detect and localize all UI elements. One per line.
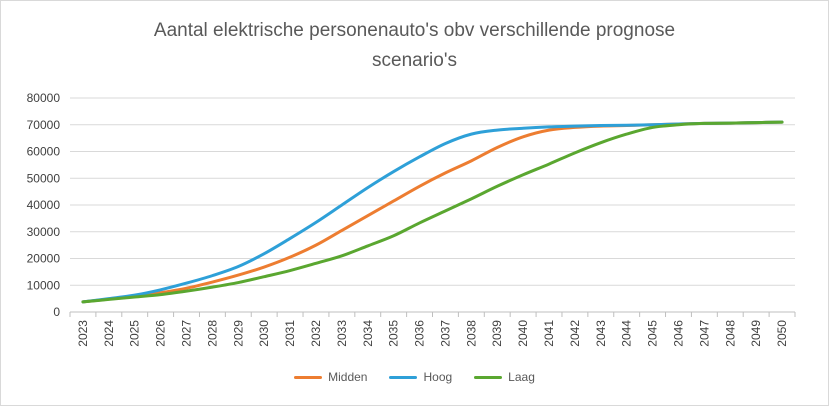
x-tick-label: 2043 xyxy=(594,320,608,347)
x-tick-label: 2038 xyxy=(464,320,478,347)
y-tick-label: 20000 xyxy=(27,252,61,266)
series-lines xyxy=(81,120,784,304)
y-tick-label: 80000 xyxy=(27,91,61,105)
y-tick-label: 40000 xyxy=(27,198,61,212)
y-tick-label: 50000 xyxy=(27,171,61,185)
x-tick-label: 2031 xyxy=(283,320,297,347)
gridlines xyxy=(70,97,795,313)
series-line-laag xyxy=(81,120,784,304)
y-tick-label: 0 xyxy=(53,305,60,319)
x-tick-label: 2030 xyxy=(257,320,271,347)
x-tick-label: 2026 xyxy=(154,320,168,347)
x-tick-label: 2025 xyxy=(128,320,142,347)
x-tick-label: 2048 xyxy=(723,320,737,347)
legend-item-midden: Midden xyxy=(294,370,367,384)
x-tick-label: 2024 xyxy=(102,320,116,347)
x-tick-label: 2028 xyxy=(205,320,219,347)
series-line-hoog xyxy=(81,120,784,304)
legend-swatch xyxy=(389,375,418,379)
x-tick-label: 2046 xyxy=(671,320,685,347)
x-tick-label: 2035 xyxy=(387,320,401,347)
x-tick-label: 2036 xyxy=(413,320,427,347)
x-tick-label: 2049 xyxy=(749,320,763,347)
chart-title: Aantal elektrische personenauto's obv ve… xyxy=(0,16,829,76)
legend-swatch xyxy=(474,375,503,379)
x-axis-ticks: 2023 2024 2025 2026 2027 2028 2029 2030 2031 2032… xyxy=(69,312,796,347)
legend-item-hoog: Hoog xyxy=(389,370,452,384)
legend-swatch xyxy=(294,375,323,379)
chart-title-line-1: Aantal elektrische personenauto's obv ve… xyxy=(153,20,676,41)
x-tick-label: 2033 xyxy=(335,320,349,347)
x-tick-label: 2041 xyxy=(542,320,556,347)
y-axis-ticks: 0 10000 20000 30000 40000 50000 60000 70000 8000… xyxy=(27,91,61,319)
legend-label: Laag xyxy=(508,370,535,384)
x-tick-label: 2037 xyxy=(438,320,452,347)
x-tick-label: 2032 xyxy=(309,320,323,347)
x-tick-label: 2023 xyxy=(76,320,90,347)
y-tick-label: 30000 xyxy=(27,225,61,239)
y-tick-label: 70000 xyxy=(27,118,61,132)
y-tick-label: 60000 xyxy=(27,145,61,159)
x-tick-label: 2029 xyxy=(231,320,245,347)
chart-title-line-2: scenario's xyxy=(372,50,457,71)
x-tick-label: 2044 xyxy=(620,320,634,347)
legend: Midden Hoog Laag xyxy=(0,370,829,384)
legend-label: Hoog xyxy=(423,370,453,384)
x-tick-label: 2045 xyxy=(646,320,660,347)
x-tick-label: 2042 xyxy=(568,320,582,347)
legend-item-laag: Laag xyxy=(474,370,535,384)
x-tick-label: 2050 xyxy=(775,320,789,347)
x-tick-label: 2040 xyxy=(516,320,530,347)
legend-label: Midden xyxy=(328,370,368,384)
y-tick-label: 10000 xyxy=(27,278,61,292)
x-tick-label: 2039 xyxy=(490,320,504,347)
x-tick-label: 2027 xyxy=(180,320,194,347)
x-tick-label: 2047 xyxy=(697,320,711,347)
x-tick-label: 2034 xyxy=(361,320,375,347)
